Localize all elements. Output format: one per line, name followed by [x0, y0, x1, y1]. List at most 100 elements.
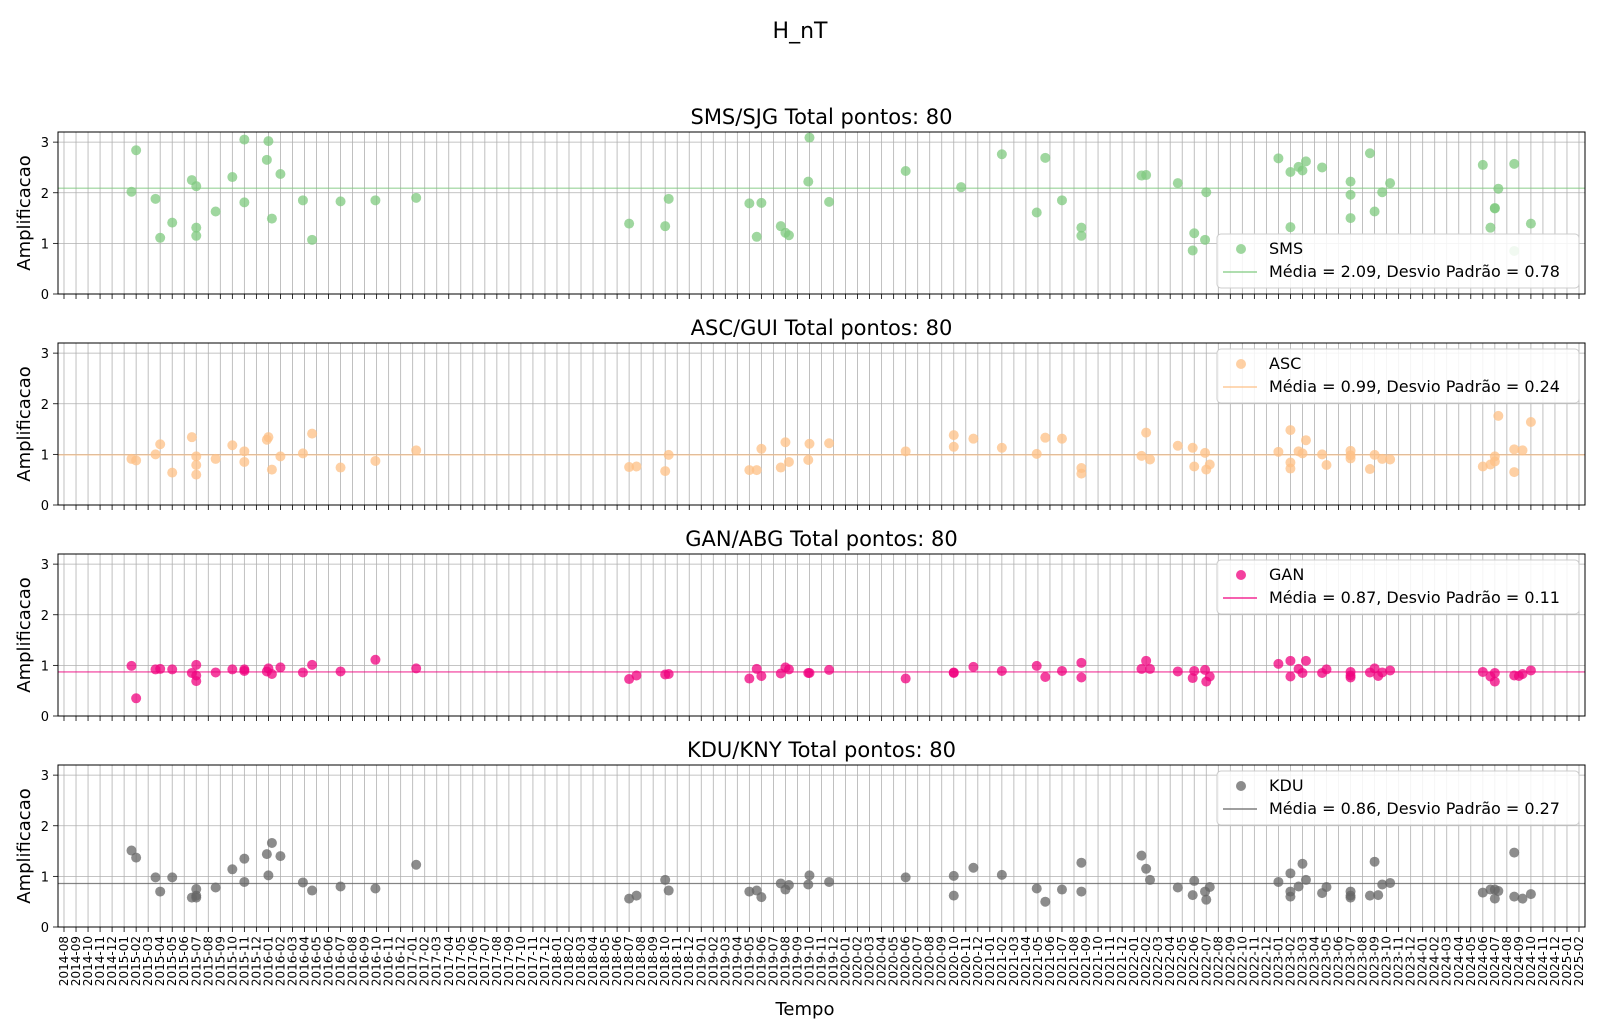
x-tick-label: 2014-11	[93, 936, 107, 986]
data-point	[1377, 187, 1388, 198]
x-tick-label: 2024-10	[1524, 936, 1538, 986]
data-point	[824, 196, 835, 207]
data-point	[1273, 153, 1284, 164]
data-point	[900, 872, 911, 883]
data-point	[1493, 410, 1504, 421]
data-point	[824, 664, 835, 675]
data-point	[1509, 444, 1520, 455]
x-tick-label: 2015-06	[177, 936, 191, 986]
x-tick-label: 2016-04	[297, 936, 311, 986]
x-axis-label: Tempo	[775, 999, 835, 1020]
x-tick-label: 2015-01	[117, 936, 131, 986]
x-tick-label: 2016-01	[261, 936, 275, 986]
data-point	[1345, 672, 1356, 683]
data-point	[1201, 894, 1212, 905]
legend-series-label: GAN	[1269, 565, 1304, 584]
data-point	[1493, 183, 1504, 194]
data-point	[1285, 868, 1296, 879]
data-point	[210, 882, 221, 893]
data-point	[744, 886, 755, 897]
data-point	[996, 869, 1007, 880]
data-point	[1189, 665, 1200, 676]
data-point	[1485, 222, 1496, 233]
x-tick-label: 2016-06	[322, 936, 336, 986]
data-point	[1285, 886, 1296, 897]
y-tick-label: 0	[41, 288, 49, 303]
data-point	[1189, 228, 1200, 239]
x-tick-label: 2024-09	[1512, 936, 1526, 986]
panel-2: GAN/ABG Total pontos: 80 Amplificacao 0 1 2 3…	[14, 527, 1586, 725]
x-tick-label: 2021-12	[1115, 936, 1129, 986]
data-point	[1204, 671, 1215, 682]
data-point	[1300, 435, 1311, 446]
data-point	[1364, 890, 1375, 901]
data-point	[1285, 671, 1296, 682]
x-tick-label: 2025-01	[1560, 936, 1574, 986]
y-axis-label: Amplificacao	[14, 788, 35, 903]
data-point	[1525, 218, 1536, 229]
data-point	[155, 439, 166, 450]
data-point	[131, 852, 142, 863]
panel-0: SMS/SJG Total pontos: 80 Amplificacao 0 1 2 3…	[14, 105, 1586, 303]
data-point	[775, 462, 786, 473]
suptitle: H_nT	[773, 19, 828, 44]
data-point	[1076, 657, 1087, 668]
data-point	[1056, 433, 1067, 444]
data-point	[131, 145, 142, 156]
data-point	[1285, 222, 1296, 233]
x-tick-label: 2021-06	[1043, 936, 1057, 986]
x-tick-label: 2023-09	[1368, 936, 1382, 986]
x-tick-label: 2016-05	[310, 936, 324, 986]
data-point	[191, 659, 202, 670]
x-tick-label: 2017-05	[454, 936, 468, 986]
legend-box	[1216, 233, 1580, 289]
legend-mean-label: Média = 0.99, Desvio Padrão = 0.24	[1269, 377, 1560, 396]
x-tick-label: 2021-07	[1055, 936, 1069, 986]
x-tick-label: 2024-07	[1488, 936, 1502, 986]
panel-title: KDU/KNY Total pontos: 80	[687, 738, 956, 762]
data-point	[307, 234, 318, 245]
x-tick-label: 2016-10	[370, 936, 384, 986]
x-tick-label: 2016-09	[358, 936, 372, 986]
data-point	[1300, 156, 1311, 167]
x-tick-label: 2020-10	[947, 936, 961, 986]
data-point	[1172, 178, 1183, 189]
x-tick-label: 2019-03	[718, 936, 732, 986]
x-tick-label: 2017-01	[406, 936, 420, 986]
legend-box	[1216, 559, 1580, 615]
data-point	[1317, 449, 1328, 460]
legend-series-label: SMS	[1269, 239, 1303, 258]
data-point	[126, 186, 137, 197]
x-tick-label: 2020-06	[899, 936, 913, 986]
data-point	[150, 449, 161, 460]
data-point	[1141, 863, 1152, 874]
data-point	[131, 455, 142, 466]
data-point	[804, 438, 815, 449]
data-point	[824, 438, 835, 449]
y-tick-label: 3	[41, 769, 49, 784]
data-point	[239, 456, 250, 467]
data-point	[1369, 663, 1380, 674]
data-point	[167, 467, 178, 478]
data-point	[663, 193, 674, 204]
data-point	[307, 885, 318, 896]
x-tick-label: 2023-02	[1283, 936, 1297, 986]
data-point	[155, 886, 166, 897]
legend-series-label: KDU	[1269, 776, 1304, 795]
data-point	[227, 864, 238, 875]
panel-title: GAN/ABG Total pontos: 80	[685, 527, 957, 551]
data-point	[1321, 460, 1332, 471]
data-point	[631, 461, 642, 472]
data-point	[1201, 187, 1212, 198]
data-point	[239, 197, 250, 208]
data-point	[1273, 658, 1284, 669]
x-tick-label: 2021-03	[1007, 936, 1021, 986]
data-point	[191, 230, 202, 241]
data-point	[1076, 222, 1087, 233]
data-point	[751, 663, 762, 674]
x-tick-label: 2023-06	[1332, 936, 1346, 986]
x-tick-label: 2022-01	[1127, 936, 1141, 986]
x-tick-label: 2024-04	[1452, 936, 1466, 986]
data-point	[307, 659, 318, 670]
legend: SMS Média = 2.09, Desvio Padrão = 0.78	[1216, 233, 1580, 289]
